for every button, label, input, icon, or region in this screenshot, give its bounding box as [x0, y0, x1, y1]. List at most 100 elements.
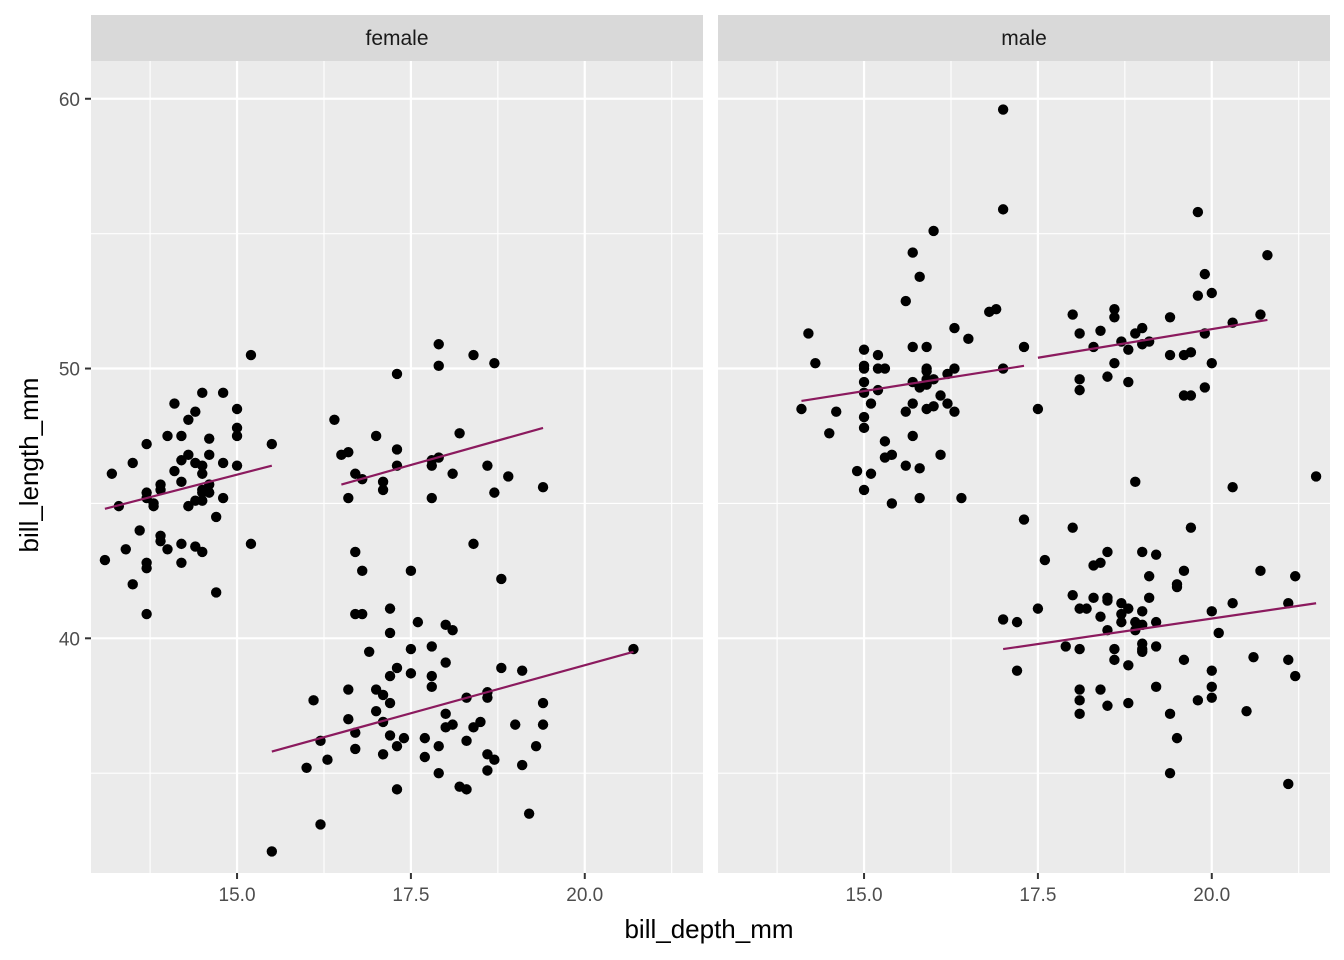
data-point [879, 363, 891, 374]
data-point [886, 498, 898, 509]
data-point [1199, 382, 1211, 393]
facet-panel-male: male 15.0 17.5 20.0 [718, 15, 1330, 906]
data-point [217, 492, 229, 504]
data-point [1227, 598, 1238, 609]
data-point [315, 819, 326, 830]
data-point [1150, 549, 1162, 560]
data-point [914, 271, 925, 283]
data-point [1102, 371, 1113, 382]
data-point [245, 349, 257, 361]
data-point [1199, 268, 1211, 280]
data-point [1290, 571, 1301, 582]
data-point [1185, 390, 1197, 401]
data-point [907, 341, 918, 353]
facet-strip [91, 15, 703, 61]
data-point [426, 641, 437, 652]
data-point [865, 398, 877, 409]
data-point [461, 735, 472, 747]
data-point [907, 430, 918, 442]
data-point [997, 104, 1009, 115]
data-point [1283, 778, 1294, 790]
data-point [162, 430, 173, 442]
data-point [1164, 708, 1176, 720]
data-point [419, 751, 431, 763]
data-point [1074, 384, 1085, 396]
data-point [1109, 312, 1120, 323]
data-point [384, 670, 396, 682]
data-point [1137, 646, 1148, 657]
facet-strip [718, 15, 1330, 61]
data-point [350, 743, 361, 755]
data-point [412, 616, 424, 628]
data-point [1241, 705, 1252, 717]
data-point [370, 430, 382, 442]
data-point [231, 422, 243, 434]
data-point [204, 449, 215, 461]
data-point [155, 535, 166, 547]
data-point [858, 360, 870, 372]
data-point [900, 406, 911, 417]
data-point [1227, 482, 1238, 493]
y-axis-title: bill_length_mm [14, 378, 44, 553]
data-point [935, 390, 946, 401]
data-point [921, 341, 932, 353]
x-axis-title: bill_depth_mm [624, 914, 793, 944]
data-point [510, 719, 521, 730]
data-point [1150, 641, 1162, 652]
data-point [1164, 312, 1176, 323]
x-tick-label: 20.0 [1193, 885, 1230, 906]
data-point [141, 438, 152, 450]
data-point [1164, 349, 1176, 361]
data-point [1206, 692, 1217, 703]
data-point [1123, 660, 1134, 671]
y-tick-label: 60 [59, 90, 80, 111]
data-point [183, 449, 194, 461]
panel-background [718, 61, 1330, 873]
data-point [1074, 643, 1085, 655]
data-point [1310, 471, 1322, 482]
data-point [496, 573, 507, 585]
data-point [1192, 695, 1204, 706]
data-point [997, 614, 1009, 625]
data-point [1074, 328, 1085, 339]
data-point [796, 403, 807, 415]
data-point [1206, 287, 1217, 299]
data-point [245, 538, 257, 550]
data-point [956, 492, 967, 504]
data-point [419, 732, 431, 744]
data-point [141, 557, 152, 568]
data-point [489, 487, 500, 498]
data-point [1067, 589, 1078, 601]
data-point [377, 749, 389, 760]
data-point [217, 387, 229, 399]
data-point [900, 460, 911, 471]
data-point [949, 363, 960, 374]
data-point [523, 808, 535, 819]
data-point [1095, 325, 1106, 336]
data-point [1185, 522, 1197, 533]
data-point [391, 444, 403, 455]
data-point [1109, 357, 1120, 369]
data-point [1283, 654, 1294, 666]
data-point [1178, 565, 1190, 577]
data-point [482, 765, 493, 776]
data-point [482, 460, 493, 471]
x-tick-label: 17.5 [392, 885, 429, 906]
data-point [949, 322, 960, 334]
data-point [1123, 344, 1134, 355]
data-point [900, 295, 911, 307]
data-point [1185, 347, 1197, 358]
x-tick-label: 15.0 [219, 885, 256, 906]
data-point [1095, 684, 1106, 695]
data-point [1109, 654, 1120, 666]
data-point [204, 433, 215, 444]
data-point [1116, 616, 1127, 628]
data-point [204, 487, 215, 498]
data-point [1137, 546, 1148, 558]
data-point [928, 401, 939, 412]
data-point [197, 546, 208, 558]
data-point [468, 538, 479, 550]
data-point [169, 398, 180, 409]
data-point [398, 732, 410, 744]
